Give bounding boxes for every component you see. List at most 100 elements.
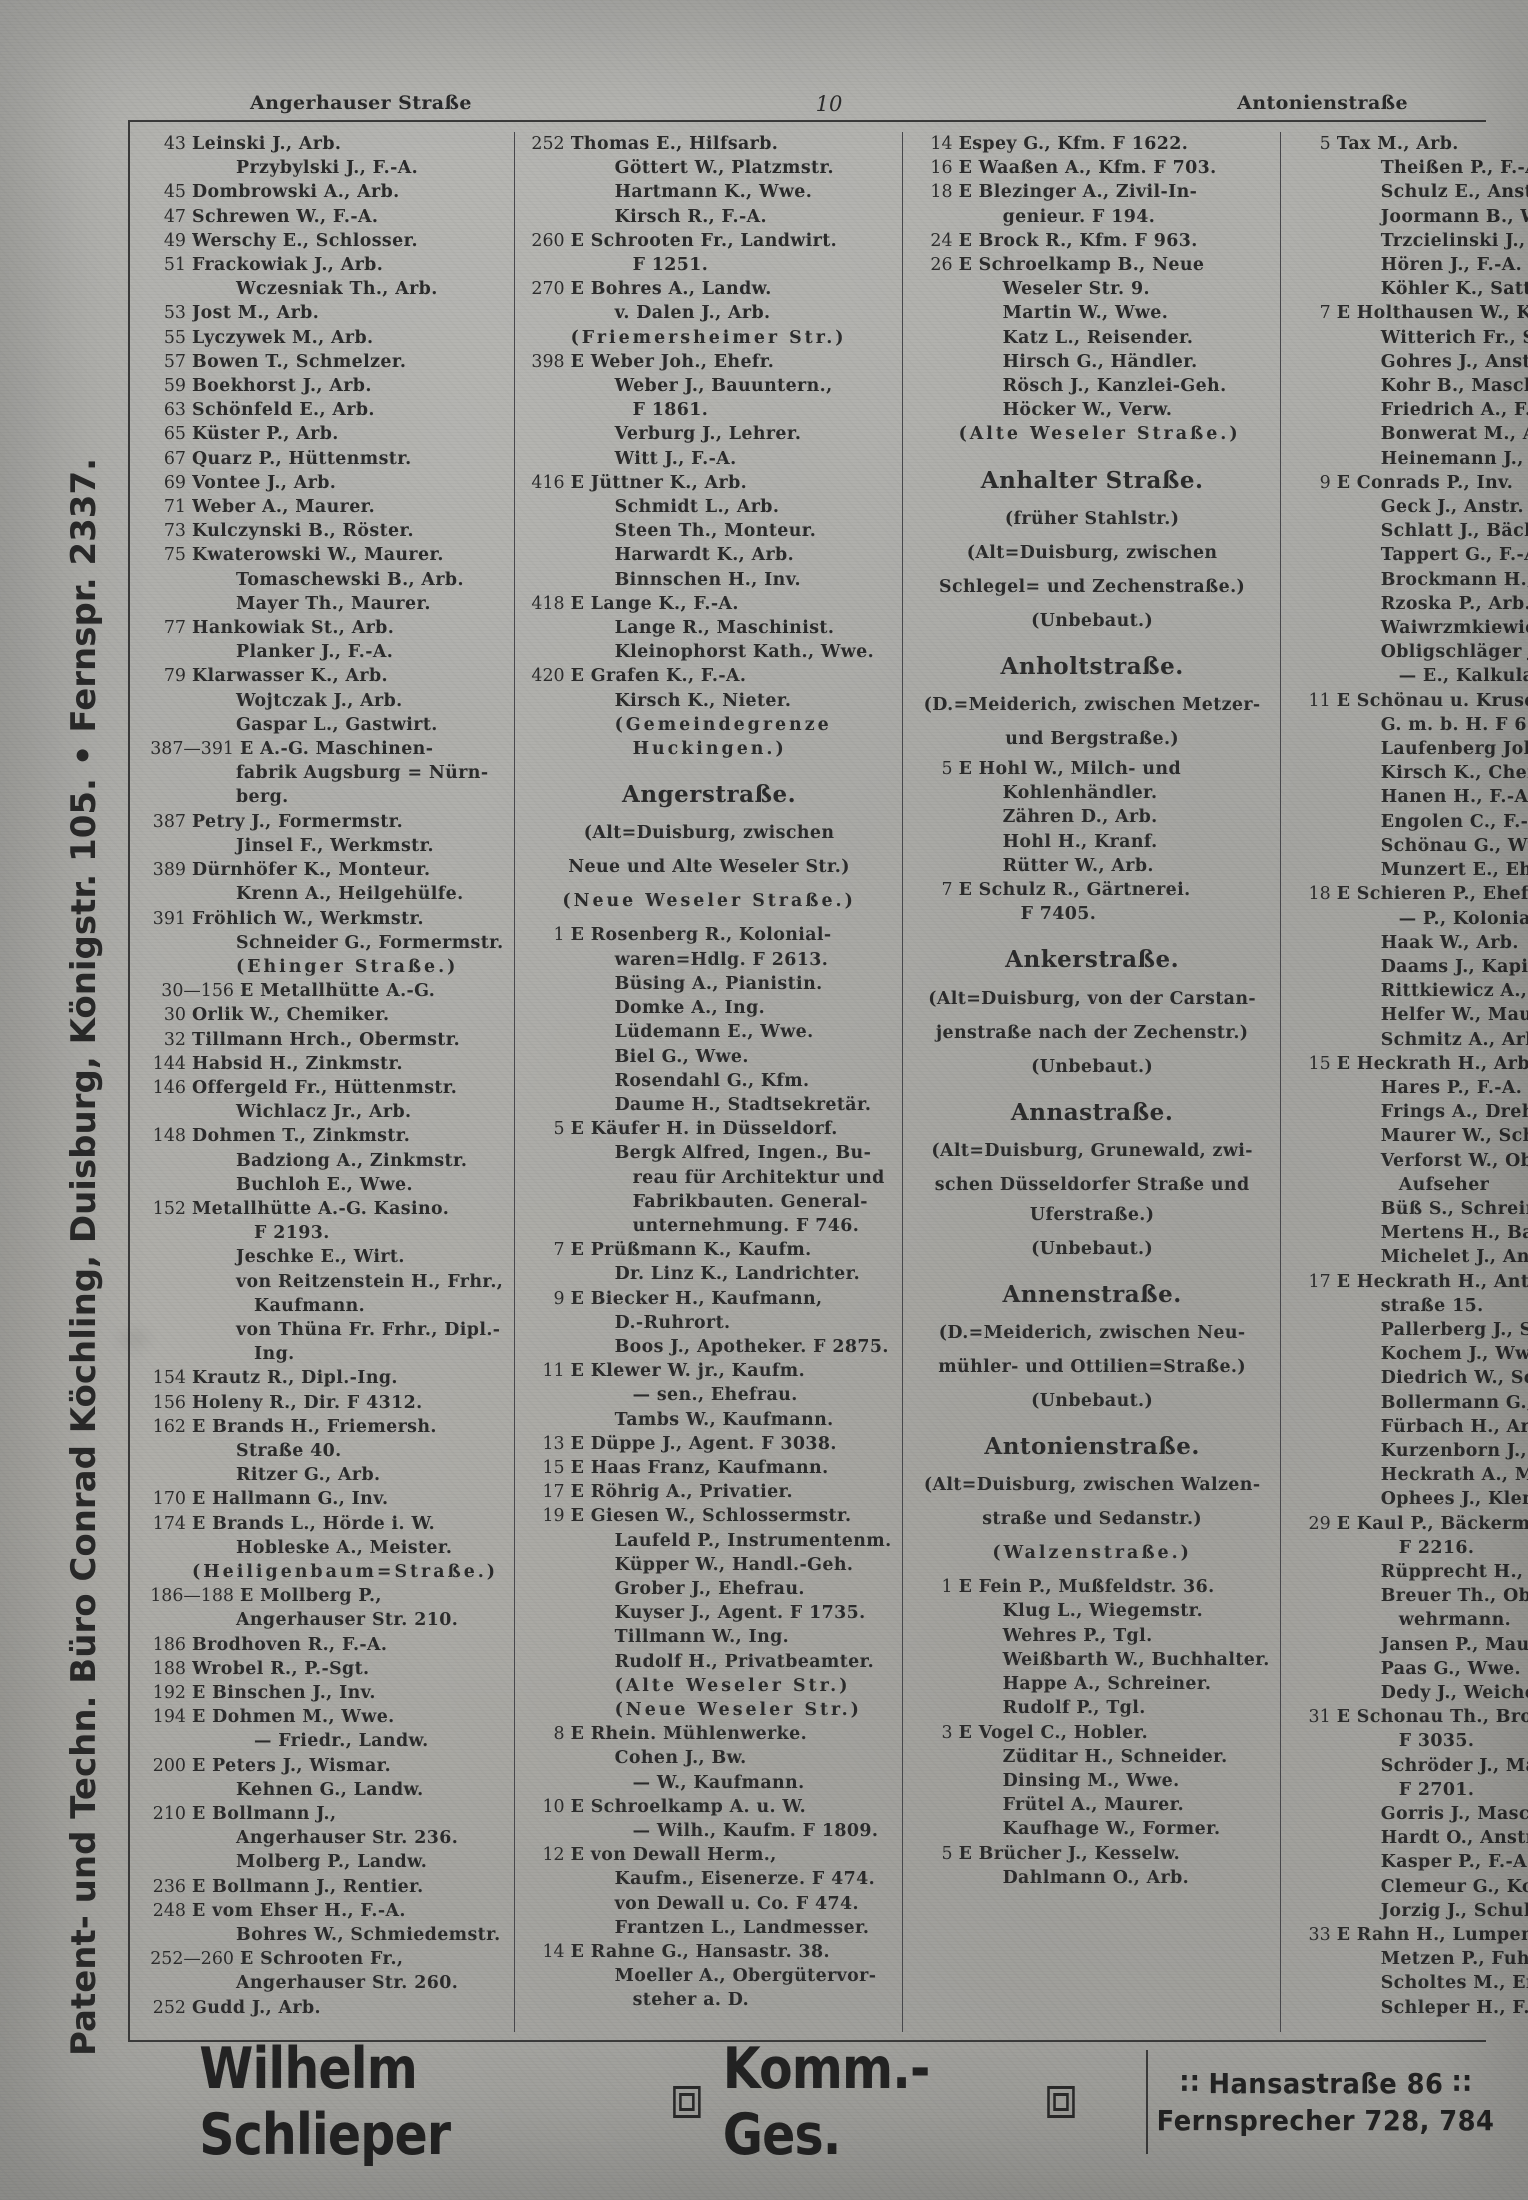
directory-entry: 398 E Weber Joh., Ehefr.	[527, 350, 892, 374]
directory-entry: Jansen P., Maurer.	[1293, 1633, 1528, 1657]
directory-entry: Harwardt K., Arb.	[527, 543, 892, 567]
resident-entry-text: E Giesen W., Schlossermstr.	[570, 1506, 852, 1527]
resident-entry-text: Ophees J., Klempner.	[1380, 1489, 1528, 1510]
directory-entry: Lange R., Maschinist.	[527, 616, 892, 640]
resident-entry-text: E Brands L., Hörde i. W.	[192, 1513, 436, 1534]
directory-entry: 14 E Rahne G., Hansastr. 38.	[527, 1940, 892, 1964]
resident-entry-text: E Heckrath H., Antonien-	[1336, 1271, 1528, 1292]
house-number: 186—188	[150, 1586, 234, 1607]
directory-entry: 45 Dombrowski A., Arb.	[148, 180, 504, 204]
resident-entry-text: Kuyser J., Agent. F 1735.	[614, 1603, 866, 1624]
house-number: 252	[152, 1997, 186, 2018]
resident-entry-text: Waiwrzmkiewicz St., Metzg.	[1380, 618, 1528, 639]
directory-entry: Frütel A., Maurer.	[915, 1793, 1270, 1817]
house-number: 55	[163, 327, 186, 348]
directory-entry: 51 Frackowiak J., Arb.	[148, 253, 504, 277]
resident-entry-text: F 7405.	[1020, 904, 1097, 925]
street-description: (Unbebaut.)	[1031, 1391, 1154, 1412]
directory-entry: Laufeld P., Instrumentenm.	[527, 1529, 892, 1553]
resident-entry-text: E Haas Franz, Kaufmann.	[570, 1457, 829, 1478]
directory-entry: 11E Schönau u. Krusenbaum,	[1293, 689, 1528, 713]
resident-entry-text: E Holthausen W., Kassierer.	[1336, 303, 1528, 324]
directory-entry: 148 Dohmen T., Zinkmstr.	[148, 1124, 504, 1148]
directory-entry: Trzcielinski J., Arb.	[1293, 229, 1528, 253]
directory-entry: Domke A., Ing.	[527, 996, 892, 1020]
resident-entry-text: Offergeld Fr., Hüttenmstr.	[192, 1077, 458, 1098]
directory-entry: 252 Gudd J., Arb.	[148, 1996, 504, 2020]
directory-entry: Diedrich W., Schlosser.	[1293, 1366, 1528, 1390]
resident-entry-text: (Ehinger Straße.)	[236, 956, 459, 977]
directory-entry: 33 E Rahn H., Lumpenf.	[1293, 1923, 1528, 1947]
directory-entry: 15 E Heckrath H., Arb.	[1293, 1052, 1528, 1076]
house-number: 14	[930, 134, 953, 154]
resident-entry-text: Dürnhöfer K., Monteur.	[192, 860, 431, 881]
resident-entry-text: Bohres W., Schmiedemstr.	[236, 1925, 501, 1946]
resident-entry-text: Kwaterowski W., Maurer.	[192, 545, 444, 566]
advertisement-company-name: Wilhelm Schlieper	[199, 2036, 451, 2168]
resident-entry-text: Geck J., Anstr.	[1380, 497, 1524, 518]
resident-entry-text: Kulczynski B., Röster.	[192, 521, 414, 542]
resident-entry-text: Hören J., F.-A.	[1380, 255, 1523, 276]
resident-entry-text: E Käufer H. in Düsseldorf.	[570, 1119, 838, 1140]
resident-entry-text: E Peters J., Wismar.	[192, 1755, 392, 1776]
directory-entry: 24 E Brock R., Kfm. F 963.	[915, 229, 1270, 253]
resident-entry-text: E Heckrath H., Arb.	[1336, 1053, 1528, 1074]
directory-entry: unternehmung. F 746.	[527, 1214, 892, 1238]
resident-entry-text: Kirsch K., Nieter.	[614, 690, 792, 711]
street-description: (Alt=Duisburg, zwischen	[966, 542, 1218, 563]
directory-entry: — P., Kolonialwhdlg.	[1293, 907, 1528, 931]
directory-entry: 186—188 E Mollberg P.,	[148, 1584, 504, 1608]
resident-entry-text: Aufseher	[1398, 1174, 1490, 1195]
directory-entry: Kaufmann.	[148, 1294, 504, 1318]
resident-entry-text: E Mollberg P.,	[240, 1586, 382, 1607]
house-number: 33	[1308, 1925, 1331, 1946]
resident-entry-text: Leinski J., Arb.	[192, 134, 342, 154]
directory-entry: Michelet J., Anstr.	[1293, 1245, 1528, 1269]
house-number: 14	[542, 1942, 565, 1963]
resident-entry-text: Schlatt J., Bäcker.	[1380, 521, 1528, 542]
resident-entry-text: Katz L., Reisender.	[1002, 327, 1194, 348]
resident-entry-text: Jeschke E., Wirt.	[236, 1247, 405, 1268]
directory-entry: 26 E Schroelkamp B., Neue	[915, 253, 1270, 277]
directory-entry: 156 Holeny R., Dir. F 4312.	[148, 1391, 504, 1415]
directory-entry: 12 E von Dewall Herm.,	[527, 1843, 892, 1867]
house-number: 15	[542, 1457, 565, 1478]
resident-entry-text: Laufeld P., Instrumentenm.	[614, 1530, 892, 1551]
directory-entry: Joormann B., Wwe.	[1293, 205, 1528, 229]
resident-entry-text: Grober J., Ehefrau.	[614, 1578, 805, 1599]
resident-entry-text: Brockmann H., Schlosser.	[1380, 569, 1528, 590]
house-number: 174	[152, 1513, 186, 1534]
directory-entry: Pallerberg J., Schlosser.	[1293, 1318, 1528, 1342]
street-description: mühler- und Ottilien=Straße.)	[938, 1357, 1247, 1378]
resident-entry-text: Thomas E., Hilfsarb.	[570, 134, 779, 154]
resident-entry-text: Przybylski J., F.-A.	[236, 158, 419, 179]
street-description: Schlegel= und Zechenstraße.)	[939, 576, 1246, 597]
directory-entry: Gorris J., Maschin.	[1293, 1802, 1528, 1826]
directory-entry: Verforst W., Obertel.-Leit.	[1293, 1149, 1528, 1173]
resident-entry-text: Metallhütte A.-G. Kasino.	[192, 1198, 450, 1219]
directory-entry: Wehres P., Tgl.	[915, 1624, 1270, 1648]
house-number: 9	[553, 1288, 565, 1309]
directory-entry: F 2701.	[1293, 1778, 1528, 1802]
resident-entry-text: Dombrowski A., Arb.	[192, 182, 400, 203]
street-description: (Alt=Duisburg, zwischen	[583, 823, 835, 844]
directory-entry: Moeller A., Obergütervor-	[527, 1964, 892, 1988]
advertisement-address: ∷ Hansastraße 86 ∷	[1180, 2067, 1472, 2100]
resident-entry-text: berg.	[236, 787, 289, 808]
resident-entry-text: Bollermann G., Maurer.	[1380, 1392, 1528, 1413]
directory-entry: Wczesniak Th., Arb.	[148, 277, 504, 301]
resident-entry-text: Weber J., Bauuntern.,	[614, 376, 833, 397]
resident-entry-text: E Prüßmann K., Kaufm.	[570, 1240, 812, 1261]
directory-entry: Büsing A., Pianistin.	[527, 972, 892, 996]
resident-entry-text: F 3035.	[1398, 1731, 1475, 1752]
directory-entry: F 2193.	[148, 1221, 504, 1245]
resident-entry-text: Frantzen L., Landmesser.	[614, 1917, 870, 1938]
resident-entry-text: (Neue Weseler Str.)	[614, 1699, 862, 1720]
directory-entry: 260 E Schrooten Fr., Landwirt.	[527, 229, 892, 253]
resident-entry-text: Kehnen G., Landw.	[236, 1779, 424, 1800]
directory-entry: G. m. b. H. F 627.	[1293, 713, 1528, 737]
resident-entry-text: E Brands H., Friemersh.	[192, 1416, 437, 1437]
directory-entry: Heckrath A., Masch.	[1293, 1463, 1528, 1487]
resident-entry-text: E Kaul P., Bäckermeister.	[1336, 1513, 1528, 1534]
